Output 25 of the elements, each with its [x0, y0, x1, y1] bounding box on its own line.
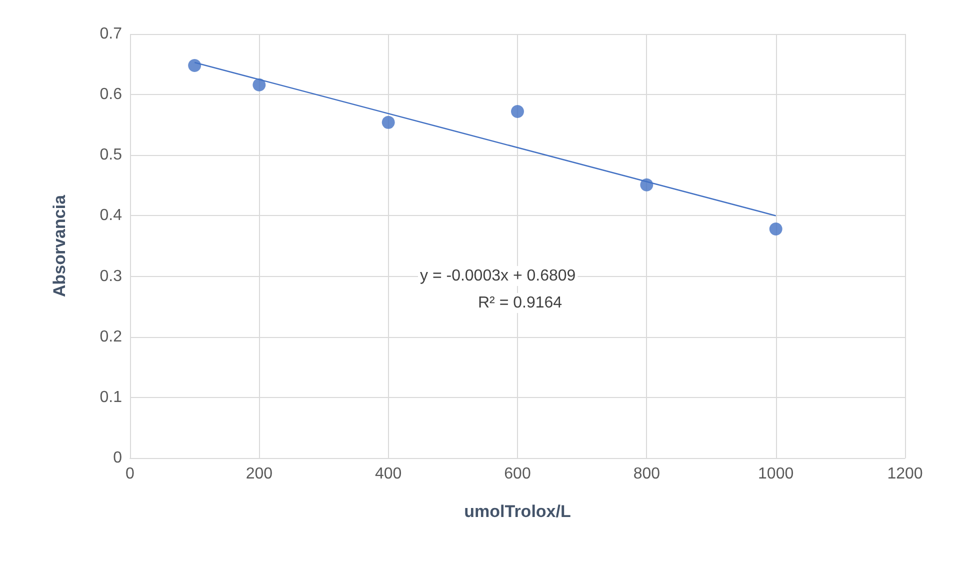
x-tick-label: 800 [633, 466, 660, 482]
point [252, 78, 266, 92]
x-tick-label: 1000 [758, 466, 794, 482]
point [382, 116, 395, 129]
point [511, 105, 524, 118]
annotation: R² = 0.9164 [478, 294, 562, 312]
y-axis-title: Absorvancia [50, 194, 69, 298]
annotation: y = -0.0003x + 0.6809 [420, 268, 576, 284]
y-tick-label: 0.5 [100, 146, 122, 164]
x-tick-label: 400 [374, 466, 402, 482]
y-tick-label: 0.1 [100, 388, 122, 406]
point [640, 178, 654, 192]
y-tick-label: 0.7 [100, 26, 122, 42]
x-tick-label: 600 [504, 466, 531, 482]
x-axis-title: umolTrolox/L [464, 502, 571, 521]
y-tick-label: 0.3 [100, 268, 122, 285]
x-tick-label: 0 [126, 466, 135, 482]
x-tick-label: 200 [246, 466, 273, 482]
y-tick-label: 0 [113, 450, 122, 466]
y-tick-label: 0.4 [100, 207, 122, 224]
point [188, 59, 202, 72]
x-tick-label: 1200 [887, 466, 923, 482]
y-tick-label: 0.2 [100, 328, 122, 346]
y-tick-label: 0.6 [100, 86, 122, 104]
point [769, 222, 782, 236]
